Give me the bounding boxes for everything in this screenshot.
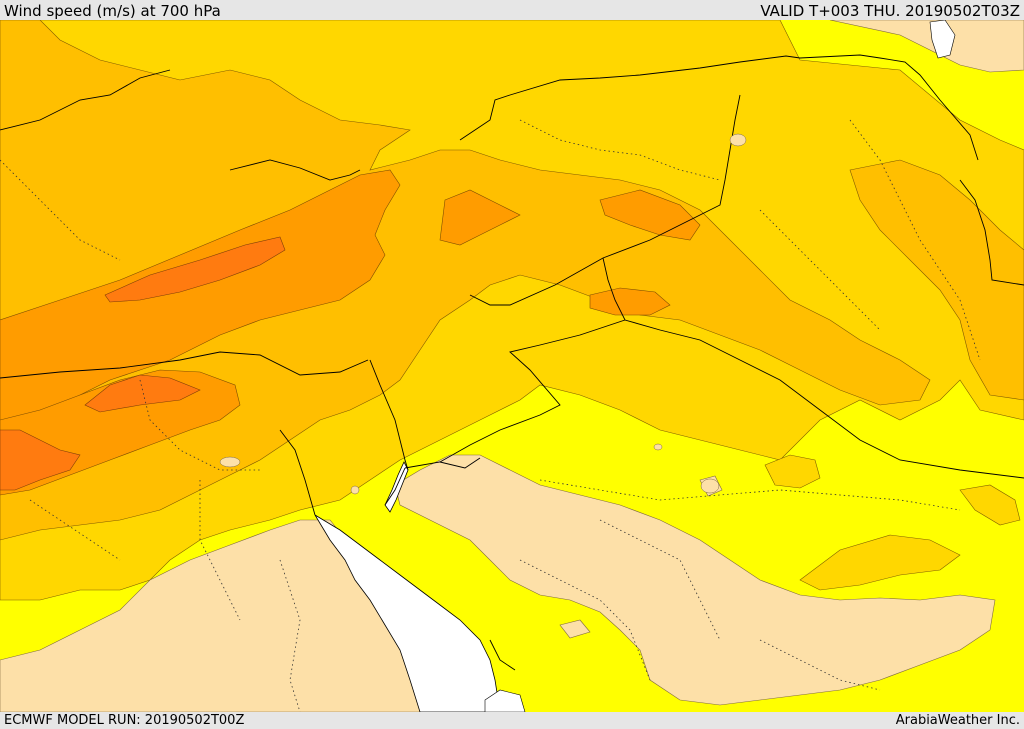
red-sea <box>314 514 501 712</box>
sea-bottom-patch <box>484 689 526 712</box>
map-footer: ECMWF MODEL RUN: 20190502T00Z ArabiaWeat… <box>0 712 1024 729</box>
very-low-wind-patch-2 <box>559 619 591 639</box>
country-borders <box>0 54 1024 671</box>
province-boundaries <box>0 119 981 712</box>
model-run: ECMWF MODEL RUN: 20190502T00Z <box>4 713 245 728</box>
small-features <box>219 133 747 495</box>
strong-wind-levant <box>439 189 521 246</box>
strong-wind-iraq <box>589 287 671 316</box>
very-low-wind-arabia <box>394 454 996 706</box>
wind-speed-map[interactable] <box>0 20 1024 712</box>
very-strong-wind-core <box>104 236 286 303</box>
map-canvas <box>0 20 1024 712</box>
moderate-wind-patch-east <box>799 534 961 591</box>
fresh-wind-region-east <box>849 159 1024 401</box>
lake-northeast <box>929 20 956 59</box>
map-title: Wind speed (m/s) at 700 hPa <box>4 2 221 20</box>
credit-text: ArabiaWeather Inc. <box>895 713 1020 728</box>
map-header: Wind speed (m/s) at 700 hPa VALID T+003 … <box>0 0 1024 20</box>
moderate-wind-patch-east-2 <box>764 454 821 489</box>
very-strong-wind-core-south <box>84 374 201 413</box>
moderate-wind-patch-southeast <box>959 484 1021 526</box>
very-low-wind-northeast <box>829 20 1024 73</box>
strong-wind-band <box>0 169 401 431</box>
valid-time: VALID T+003 THU. 20190502T03Z <box>760 2 1020 20</box>
very-strong-wind-egypt <box>0 429 81 491</box>
